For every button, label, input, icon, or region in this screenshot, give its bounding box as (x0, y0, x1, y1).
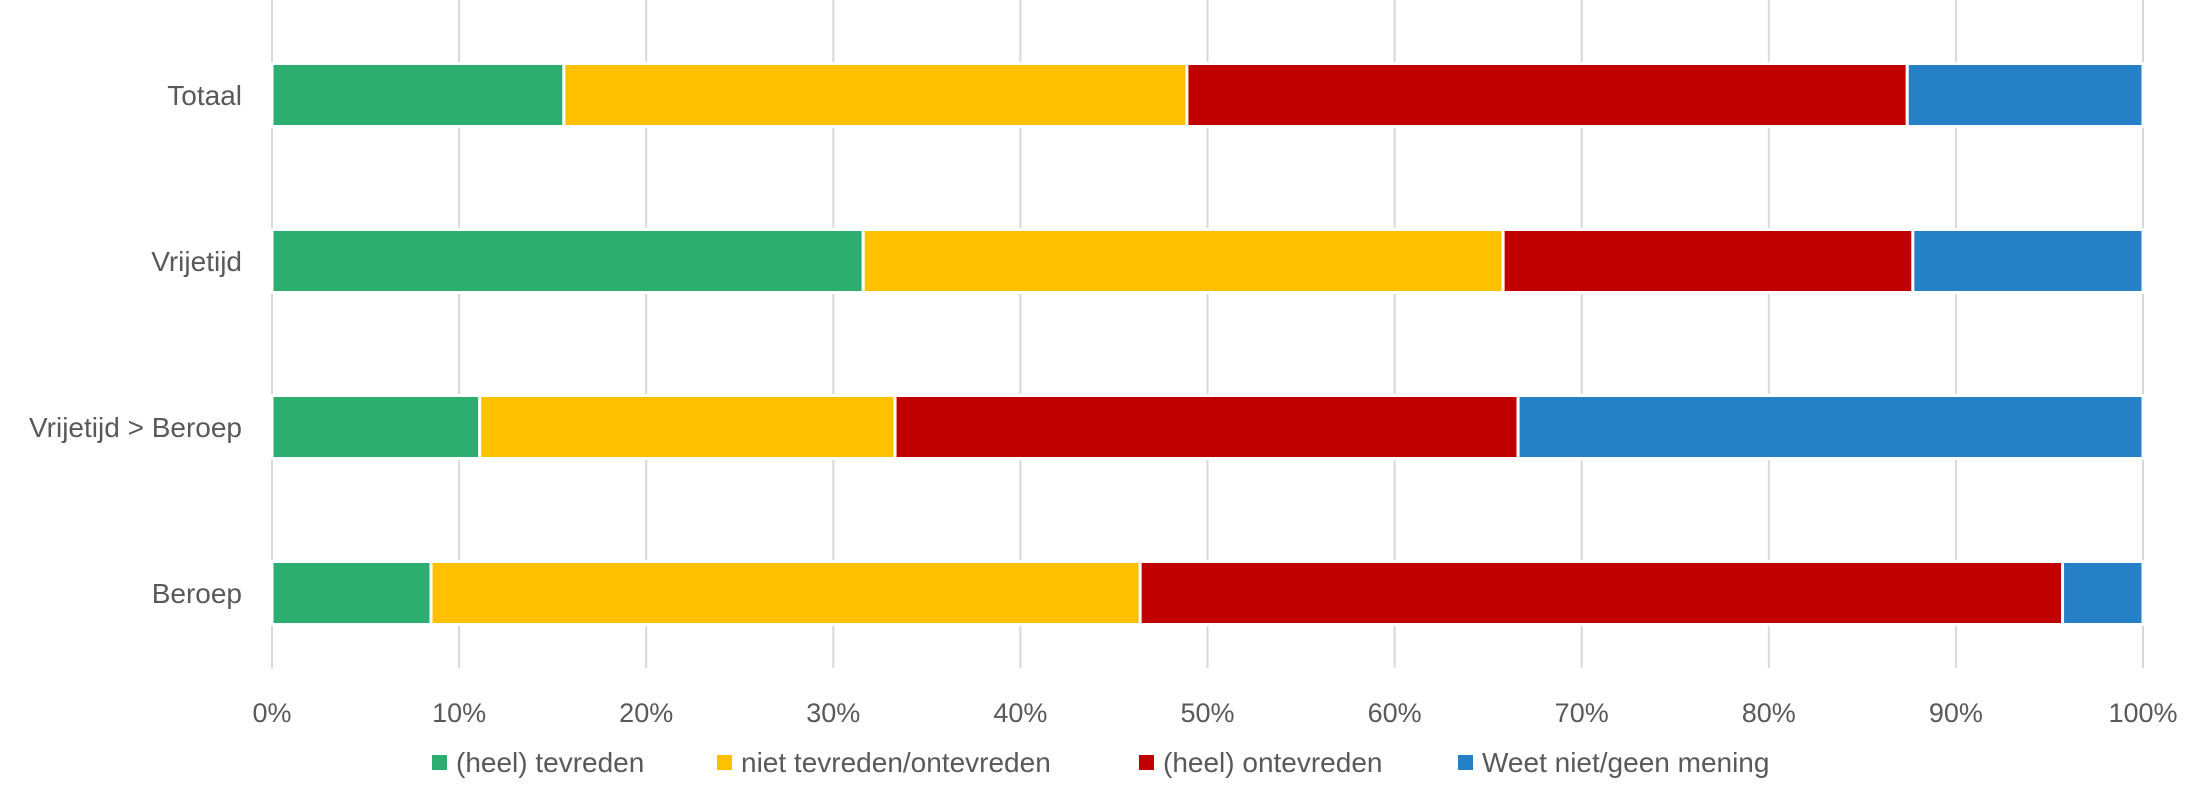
bar-segment (2061, 560, 2145, 626)
tick-label: 100% (2108, 698, 2177, 728)
tick-label: 30% (806, 698, 860, 728)
tick-label: 0% (252, 698, 291, 728)
tick-label: 90% (1929, 698, 1983, 728)
legend-item: Weet niet/geen mening (1458, 747, 1769, 778)
legend-swatch (1458, 755, 1473, 770)
tick-label: 20% (619, 698, 673, 728)
legend-label: (heel) ontevreden (1163, 747, 1382, 778)
legend-label: Weet niet/geen mening (1482, 747, 1769, 778)
bar-segment (1501, 228, 1915, 294)
legend-label: niet tevreden/ontevreden (741, 747, 1051, 778)
legend-item: (heel) tevreden (432, 747, 644, 778)
bar-segment (1911, 228, 2145, 294)
bar-segment (562, 62, 1189, 128)
bar-segment (478, 394, 897, 460)
bar-segment (270, 62, 566, 128)
bar-segment (893, 394, 1520, 460)
bar-segment (429, 560, 1142, 626)
category-label: Beroep (152, 578, 242, 609)
legend-item: niet tevreden/ontevreden (717, 747, 1051, 778)
legend-swatch (717, 755, 732, 770)
legend-swatch (1139, 755, 1154, 770)
tick-label: 60% (1368, 698, 1422, 728)
legend-item: (heel) ontevreden (1139, 747, 1382, 778)
bar-segment (861, 228, 1505, 294)
tick-label: 10% (432, 698, 486, 728)
bar-segment (270, 560, 433, 626)
value-axis: 0% 10% 20% 30% 40% 50% 60% 70% 80% 90% 100% (252, 698, 2177, 728)
legend-swatch (432, 755, 447, 770)
bar-segment (270, 394, 482, 460)
bar-segment (1185, 62, 1909, 128)
tick-label: 50% (1180, 698, 1234, 728)
legend: (heel) tevreden niet tevreden/ontevreden (… (432, 747, 1769, 778)
category-label: Vrijetijd (151, 246, 242, 277)
tick-label: 80% (1742, 698, 1796, 728)
bar-segment (1905, 62, 2145, 128)
bar-segment (270, 228, 865, 294)
legend-label: (heel) tevreden (456, 747, 644, 778)
category-label: Totaal (167, 80, 242, 111)
category-axis: Totaal Vrijetijd Vrijetijd > Beroep Beroep (29, 80, 242, 609)
bars (270, 62, 2145, 626)
bar-segment (1138, 560, 2065, 626)
category-label: Vrijetijd > Beroep (29, 412, 242, 443)
bar-segment (1516, 394, 2145, 460)
tick-label: 40% (993, 698, 1047, 728)
tick-label: 70% (1555, 698, 1609, 728)
